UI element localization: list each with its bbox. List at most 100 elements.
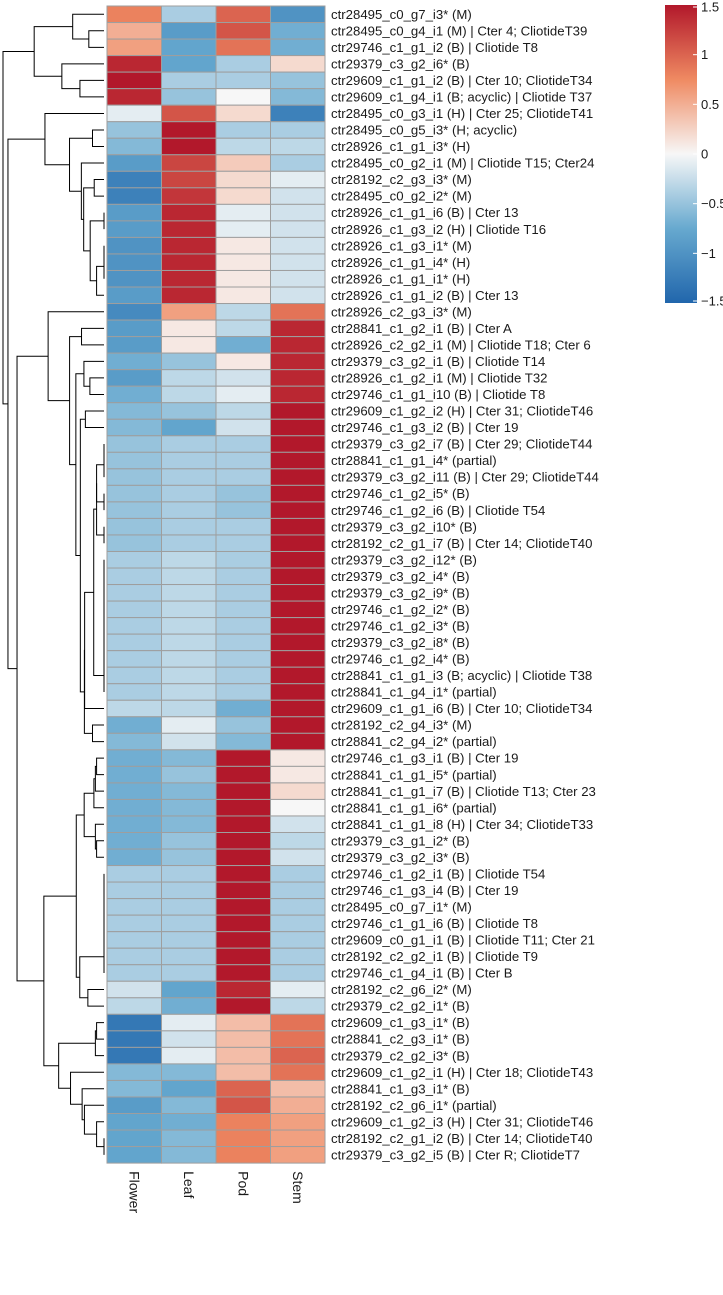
heatmap-cell <box>270 104 326 123</box>
heatmap-cell <box>106 38 162 57</box>
heatmap-cell <box>215 154 271 172</box>
row-label: ctr28841_c1_g1_i4* (partial) <box>331 453 497 468</box>
heatmap-cell <box>106 749 162 767</box>
heatmap-cell <box>161 22 217 40</box>
heatmap-cell <box>161 319 217 338</box>
heatmap-cell <box>270 997 326 1015</box>
heatmap-cell <box>161 137 217 156</box>
heatmap-cell <box>161 517 217 536</box>
heatmap-cell <box>106 881 162 900</box>
row-label: ctr29746_c1_g2_i6 (B) | Cliotide T54 <box>331 503 545 518</box>
column-label: Pod <box>235 1171 251 1196</box>
heatmap-cell <box>215 220 271 238</box>
heatmap-cell <box>106 319 162 338</box>
heatmap-cell <box>270 418 326 437</box>
heatmap-cell <box>161 798 217 817</box>
row-label: ctr29746_c1_g1_i10 (B) | Cliotide T8 <box>331 387 545 402</box>
legend-tick-label: −0.5 <box>701 196 723 211</box>
row-label: ctr28841_c1_g2_i1 (B) | Cter A <box>331 321 512 336</box>
heatmap-cell <box>161 1030 217 1048</box>
heatmap-cell <box>270 848 326 867</box>
heatmap-cell <box>161 980 217 999</box>
row-label: ctr28495_c0_g5_i3* (H; acyclic) <box>331 123 517 138</box>
heatmap-cell <box>215 749 271 767</box>
heatmap-cell <box>106 352 162 371</box>
heatmap-cell <box>106 964 162 982</box>
heatmap-cell <box>161 418 217 437</box>
heatmap-cell <box>161 38 217 57</box>
dendrogram-branch <box>79 79 104 98</box>
dendrogram-branch <box>83 187 95 252</box>
heatmap-cell <box>161 782 217 800</box>
row-label: ctr29746_c1_g1_i6 (B) | Cliotide T8 <box>331 916 538 931</box>
row-label: ctr29609_c1_g2_i3 (H) | Cter 31; Cliotid… <box>331 1114 593 1129</box>
heatmap-cell <box>106 154 162 172</box>
row-label: ctr28926_c1_g2_i1 (M) | Cliotide T32 <box>331 371 548 386</box>
dendrogram-branch <box>81 327 104 346</box>
heatmap-cell <box>270 1063 326 1081</box>
heatmap-cell <box>161 501 217 519</box>
row-label: ctr28926_c1_g1_i1* (H) <box>331 271 470 286</box>
heatmap-cell <box>106 121 162 139</box>
heatmap-cell <box>161 749 217 767</box>
row-label: ctr28495_c0_g3_i1 (H) | Cter 25; Cliotid… <box>331 106 593 121</box>
heatmap-cell <box>106 815 162 833</box>
heatmap-cell <box>161 550 217 569</box>
heatmap-cell <box>270 501 326 519</box>
heatmap-cell <box>106 1129 162 1148</box>
legend-tick-label: 1.5 <box>701 0 719 15</box>
heatmap-cell <box>161 451 217 470</box>
heatmap-cell <box>270 187 326 205</box>
heatmap-cell <box>215 385 271 404</box>
row-label: ctr29609_c1_g2_i1 (H) | Cter 18; Cliotid… <box>331 1065 593 1080</box>
heatmap-cell <box>106 468 162 486</box>
color-legend-bar <box>665 5 697 303</box>
heatmap-cell <box>215 600 271 619</box>
heatmap-cell <box>215 1079 271 1098</box>
heatmap-cell <box>215 22 271 40</box>
heatmap-cell <box>215 336 271 354</box>
heatmap-cell <box>270 286 326 305</box>
heatmap-cell <box>215 534 271 552</box>
heatmap-cell <box>161 947 217 966</box>
row-label: ctr29746_c1_g2_i5* (B) <box>331 486 470 501</box>
heatmap-cell <box>270 468 326 486</box>
dendrogram-branch <box>80 162 104 220</box>
row-label: ctr28841_c1_g1_i5* (partial) <box>331 767 497 782</box>
heatmap-cell <box>215 716 271 734</box>
heatmap-cell <box>215 38 271 57</box>
row-label: ctr29379_c2_g2_i3* (B) <box>331 1048 470 1063</box>
heatmap-cell <box>106 765 162 784</box>
heatmap-cell <box>161 71 217 90</box>
heatmap-cell <box>270 253 326 271</box>
heatmap-cell <box>106 584 162 602</box>
row-label: ctr28841_c1_g1_i3 (B; acyclic) | Cliotid… <box>331 668 592 683</box>
heatmap-cell <box>106 1146 162 1164</box>
dendrogram-branch <box>96 464 104 503</box>
row-label: ctr28841_c1_g1_i8 (H) | Cter 34; Cliotid… <box>331 817 593 832</box>
heatmap-cell <box>215 418 271 437</box>
row-label: ctr28841_c1_g4_i1* (partial) <box>331 685 497 700</box>
heatmap-cell <box>161 5 217 24</box>
row-label: ctr29379_c3_g2_i1 (B) | Cliotide T14 <box>331 354 545 369</box>
heatmap-cell <box>161 732 217 751</box>
row-label: ctr28926_c1_g3_i2 (H) | Cliotide T16 <box>331 222 546 237</box>
dendrogram-branch <box>81 1088 104 1121</box>
heatmap-cell <box>270 832 326 850</box>
heatmap-cell <box>215 798 271 817</box>
heatmap-cell <box>106 650 162 668</box>
dendrogram-branch <box>89 220 104 282</box>
heatmap-cell <box>106 336 162 354</box>
heatmap-cell <box>106 914 162 933</box>
row-label: ctr28192_c2_g6_i1* (partial) <box>331 1098 497 1113</box>
row-label: ctr28192_c2_g1_i2 (B) | Cter 14; Cliotid… <box>331 1131 592 1146</box>
heatmap-cell <box>106 1079 162 1098</box>
dendrogram-branch <box>96 1022 104 1040</box>
dendrogram-branch <box>61 63 104 90</box>
heatmap-cell <box>270 319 326 338</box>
heatmap-cell <box>106 253 162 271</box>
row-label: ctr29379_c2_g2_i1* (B) <box>331 999 470 1014</box>
row-label: ctr29746_c1_g1_i2 (B) | Cliotide T8 <box>331 40 538 55</box>
heatmap-cell <box>106 104 162 123</box>
